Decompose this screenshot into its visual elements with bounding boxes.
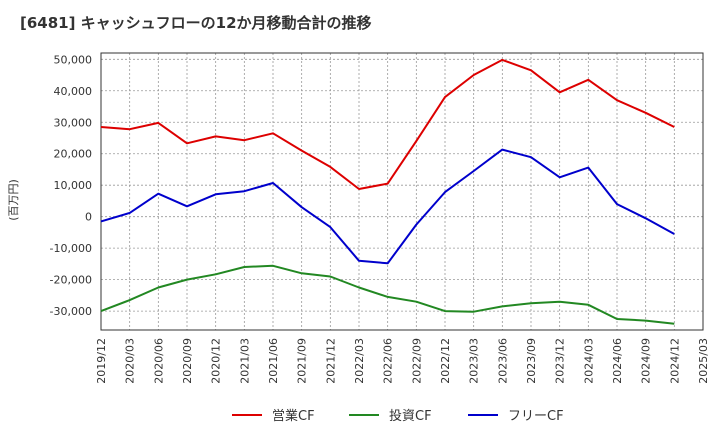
data-series [100, 58, 675, 325]
x-tick-label: 2020/06 [152, 338, 165, 384]
y-tick-label: -30,000 [50, 305, 92, 318]
y-tick-label: 10,000 [54, 179, 93, 192]
y-tick-label: 40,000 [54, 85, 93, 98]
y-tick-label: 50,000 [54, 53, 93, 66]
y-tick-label: 0 [85, 211, 92, 224]
series-line [100, 264, 675, 325]
x-tick-label: 2023/12 [554, 338, 567, 384]
x-tick-label: 2022/09 [410, 338, 423, 384]
legend-label: 投資CF [389, 408, 432, 424]
x-tick-label: 2024/12 [668, 338, 681, 384]
x-tick-label: 2024/03 [582, 338, 595, 384]
x-tick-label: 2023/09 [525, 338, 538, 384]
y-tick-label: 20,000 [54, 148, 93, 161]
x-tick-label: 2022/12 [439, 338, 452, 384]
x-tick-label: 2021/09 [296, 338, 309, 384]
series-line [100, 148, 675, 265]
x-tick-label: 2021/03 [238, 338, 251, 384]
x-tick-label: 2020/09 [181, 338, 194, 384]
x-tick-label: 2025/03 [697, 338, 710, 384]
x-tick-label: 2023/03 [468, 338, 481, 384]
x-tick-label: 2022/03 [353, 338, 366, 384]
series-line [100, 58, 675, 190]
chart-title: [6481] キャッシュフローの12か月移動合計の推移 [20, 14, 372, 32]
x-tick-label: 2023/06 [496, 338, 509, 384]
plot-frame [100, 52, 704, 331]
x-tick-label: 2021/06 [267, 338, 280, 384]
x-tick-label: 2024/09 [640, 338, 653, 384]
x-tick-label: 2020/03 [124, 338, 137, 384]
x-tick-label: 2020/12 [210, 338, 223, 384]
y-axis-tick-labels: 50,000 40,000 30,000 20,000 10,000 0 -10,000 -2… [50, 53, 92, 318]
y-tick-label: -20,000 [50, 274, 92, 287]
y-tick-label: -10,000 [50, 242, 92, 255]
y-axis-label: (百万円) [7, 179, 20, 221]
legend-label: フリーCF [508, 409, 564, 424]
x-axis-tick-labels: 2019/12 2020/03 2020/06 2020/09 2020/12 2021/… [95, 338, 710, 384]
x-tick-label: 2022/06 [382, 338, 395, 384]
y-tick-label: 30,000 [54, 116, 93, 129]
x-tick-label: 2024/06 [611, 338, 624, 384]
grid-lines [100, 53, 704, 330]
x-tick-label: 2019/12 [95, 338, 108, 384]
legend: 営業CF 投資CF フリーCF [232, 408, 564, 424]
legend-label: 営業CF [272, 408, 315, 424]
x-tick-label: 2021/12 [324, 338, 337, 384]
